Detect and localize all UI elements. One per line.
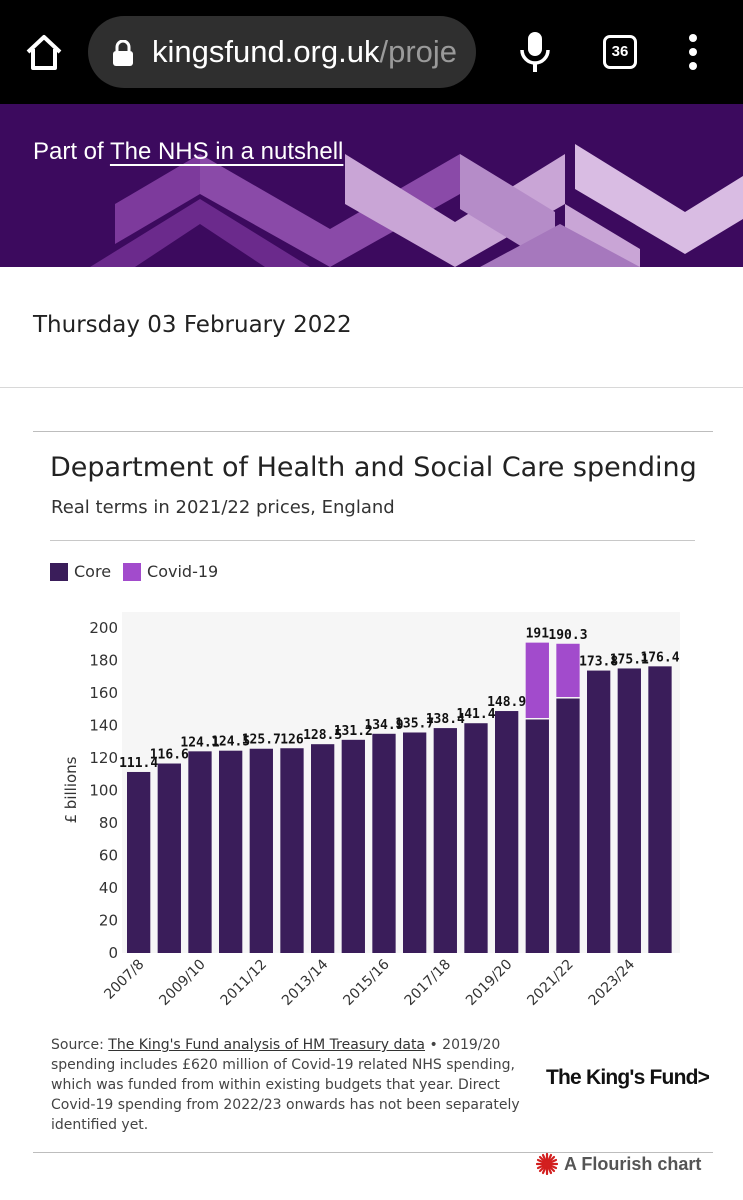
url-text: kingsfund.org.uk/proje (152, 34, 457, 70)
address-bar[interactable]: kingsfund.org.uk/proje (88, 16, 476, 88)
y-tick-label: 140 (89, 717, 118, 735)
chart-subtitle: Real terms in 2021/22 prices, England (51, 497, 395, 518)
x-tick-label: 2015/16 (340, 956, 393, 1009)
data-label: 124.1 (180, 735, 219, 750)
bar-core (372, 733, 396, 953)
divider (33, 1152, 713, 1153)
data-label: 128.5 (303, 728, 342, 743)
data-label: 175.1 (610, 652, 649, 667)
bar-core (464, 723, 488, 953)
bar-core (525, 719, 549, 953)
legend-swatch-core (50, 562, 68, 581)
bar-core (311, 744, 335, 953)
y-tick-label: 200 (89, 619, 118, 637)
bar-core (556, 698, 580, 953)
tabs-icon[interactable]: 36 (603, 35, 637, 69)
x-tick-label: 2007/8 (101, 957, 147, 1003)
data-label: 116.6 (150, 748, 189, 763)
bar-core (157, 763, 181, 953)
y-tick-label: 100 (89, 782, 118, 800)
legend-swatch-covid (123, 562, 142, 581)
data-label: 125.7 (242, 733, 281, 748)
data-label: 176.4 (640, 650, 679, 665)
divider (33, 431, 713, 432)
legend-label-core: Core (74, 562, 112, 581)
browser-toolbar: kingsfund.org.uk/proje 36 (0, 0, 743, 104)
x-tick-label: 2013/14 (279, 956, 332, 1009)
chart-source-note: Source: The King's Fund analysis of HM T… (51, 1035, 521, 1135)
y-tick-label: 120 (89, 749, 118, 767)
bar-covid (556, 643, 580, 698)
data-label: 191 (526, 627, 550, 642)
legend-item-covid[interactable]: Covid-19 (123, 562, 218, 581)
x-tick-label: 2021/22 (524, 957, 576, 1009)
legend-item-core[interactable]: Core (50, 562, 111, 581)
data-label: 131.2 (334, 724, 373, 739)
y-tick-label: 20 (99, 912, 118, 930)
flourish-credit[interactable]: A Flourish chart (536, 1153, 701, 1175)
bar-core (495, 711, 519, 953)
kings-fund-logo[interactable]: The King's Fund> (546, 1066, 710, 1089)
divider (0, 387, 743, 388)
bar-core (127, 771, 151, 953)
flourish-label: A Flourish chart (564, 1153, 702, 1174)
source-prefix: Source: (51, 1037, 109, 1053)
data-label: 111.4 (119, 756, 158, 771)
more-vert-icon[interactable] (684, 32, 702, 72)
microphone-icon[interactable] (516, 30, 554, 74)
x-tick-label: 2017/18 (402, 957, 454, 1009)
bar-covid (525, 642, 549, 718)
nhs-nutshell-link[interactable]: The NHS in a nutshell (109, 138, 344, 165)
y-tick-label: 40 (99, 879, 118, 897)
divider (50, 540, 695, 541)
data-label: 124.5 (211, 735, 250, 750)
bar-core (188, 751, 212, 953)
data-label: 141.4 (456, 707, 495, 722)
home-icon[interactable] (22, 30, 66, 74)
x-tick-label: 2009/10 (156, 957, 208, 1009)
x-tick-label: 2023/24 (586, 956, 639, 1009)
legend-label-covid: Covid-19 (147, 562, 219, 581)
section-banner: Part of The NHS in a nutshell (0, 104, 743, 267)
data-label: 135.7 (395, 716, 434, 731)
banner-chevron-decoration (90, 144, 743, 267)
data-label: 190.3 (548, 628, 587, 643)
bar-core (617, 668, 641, 953)
bar-chart: 0 20 40 60 80 100 120 140 160 180 200 £ billions 111… (62, 612, 680, 1009)
chart-legend: Core Covid-19 (50, 562, 230, 581)
y-tick-label: 160 (89, 684, 118, 702)
bar-core (280, 748, 304, 953)
data-label: 148.9 (487, 695, 526, 710)
source-link[interactable]: The King's Fund analysis of HM Treasury … (108, 1037, 426, 1053)
bar-core (587, 670, 611, 953)
y-tick-label: 60 (99, 847, 118, 865)
lock-icon (113, 40, 133, 66)
y-tick-label: 180 (89, 652, 118, 670)
flourish-star-icon (536, 1153, 558, 1175)
source-note-text: • 2019/20 spending includes £620 million… (51, 1037, 520, 1133)
x-tick-label: 2019/20 (463, 957, 515, 1009)
bar-core (403, 732, 427, 953)
banner-prefix: Part of (33, 138, 110, 165)
data-label: 173.8 (579, 655, 618, 670)
data-label: 126 (280, 732, 304, 747)
banner-text: Part of The NHS in a nutshell (33, 138, 343, 166)
url-domain: kingsfund.org.uk (152, 34, 380, 69)
bar-core (648, 666, 672, 953)
bar-core (341, 739, 365, 953)
url-path: /proje (379, 34, 458, 69)
chart-title: Department of Health and Social Care spe… (50, 452, 697, 483)
bar-core (249, 748, 273, 953)
publish-date: Thursday 03 February 2022 (33, 312, 352, 338)
data-label: 134.9 (364, 718, 403, 733)
y-tick-label: 0 (108, 944, 118, 962)
bar-core (219, 750, 243, 953)
x-tick-label: 2011/12 (218, 957, 270, 1009)
y-tick-label: 80 (99, 814, 118, 832)
bar-core (433, 728, 457, 953)
data-label: 138.4 (426, 712, 465, 727)
y-axis-label: £ billions (62, 756, 80, 823)
